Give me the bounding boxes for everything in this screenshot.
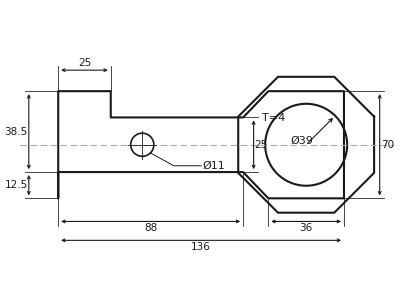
Text: 136: 136	[191, 242, 211, 252]
Text: 25: 25	[78, 58, 91, 68]
Text: 88: 88	[144, 223, 157, 233]
Text: 36: 36	[300, 223, 313, 233]
Text: 12.5: 12.5	[4, 180, 28, 190]
Text: 38.5: 38.5	[4, 127, 28, 136]
Text: T=4: T=4	[262, 113, 285, 123]
Text: Ø39: Ø39	[290, 136, 313, 146]
Text: Ø11: Ø11	[202, 161, 225, 171]
Text: 70: 70	[381, 140, 394, 150]
Text: 25: 25	[255, 140, 268, 150]
